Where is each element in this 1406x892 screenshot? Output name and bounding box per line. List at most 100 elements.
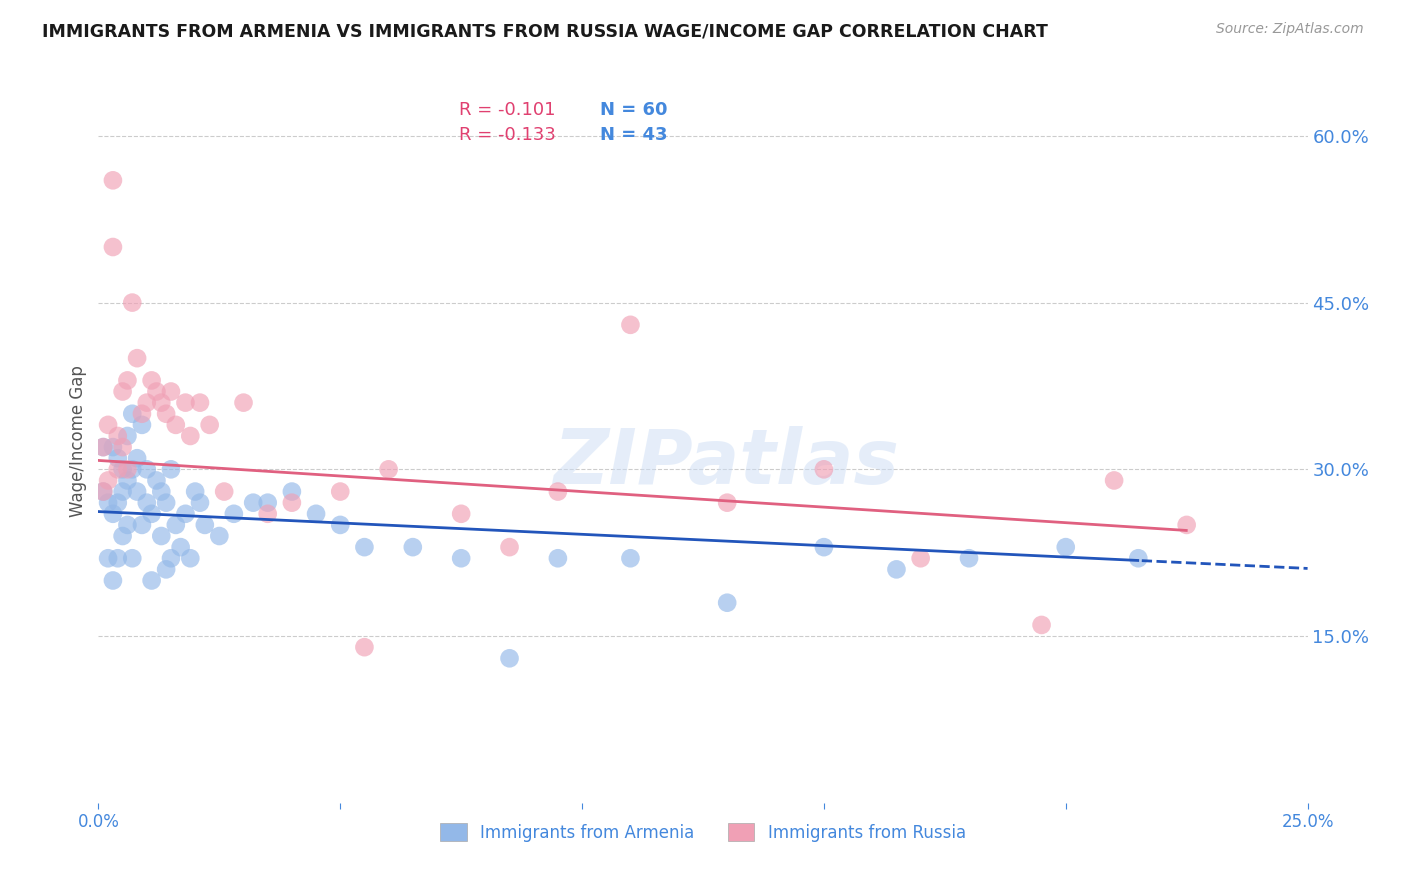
Legend: Immigrants from Armenia, Immigrants from Russia: Immigrants from Armenia, Immigrants from… xyxy=(433,817,973,848)
Point xyxy=(232,395,254,409)
Point xyxy=(101,440,124,454)
Point xyxy=(117,462,139,476)
Point xyxy=(160,384,183,399)
Point xyxy=(107,496,129,510)
Point xyxy=(150,395,173,409)
Point xyxy=(150,529,173,543)
Point xyxy=(141,574,163,588)
Point xyxy=(131,407,153,421)
Text: N = 43: N = 43 xyxy=(600,126,668,144)
Point xyxy=(329,517,352,532)
Point xyxy=(111,484,134,499)
Text: N = 60: N = 60 xyxy=(600,101,668,119)
Point xyxy=(121,295,143,310)
Point xyxy=(281,496,304,510)
Point xyxy=(1054,540,1077,554)
Point xyxy=(97,417,120,432)
Point xyxy=(111,440,134,454)
Point xyxy=(121,551,143,566)
Point xyxy=(155,407,177,421)
Point xyxy=(305,507,328,521)
Point xyxy=(135,496,157,510)
Text: Source: ZipAtlas.com: Source: ZipAtlas.com xyxy=(1216,22,1364,37)
Point xyxy=(107,429,129,443)
Point xyxy=(547,551,569,566)
Point xyxy=(212,484,235,499)
Point xyxy=(165,417,187,432)
Point xyxy=(547,484,569,499)
Point xyxy=(97,551,120,566)
Point xyxy=(813,462,835,476)
Point xyxy=(184,484,207,499)
Point xyxy=(256,507,278,521)
Point xyxy=(155,496,177,510)
Point xyxy=(127,484,149,499)
Point xyxy=(127,351,149,366)
Point xyxy=(121,462,143,476)
Point xyxy=(131,417,153,432)
Y-axis label: Wage/Income Gap: Wage/Income Gap xyxy=(69,366,87,517)
Point xyxy=(107,462,129,476)
Point xyxy=(174,507,197,521)
Point xyxy=(179,551,201,566)
Point xyxy=(101,173,124,187)
Point xyxy=(957,551,980,566)
Point xyxy=(101,240,124,254)
Point xyxy=(1175,517,1198,532)
Point xyxy=(131,517,153,532)
Point xyxy=(256,496,278,510)
Point xyxy=(498,651,520,665)
Point xyxy=(91,484,114,499)
Point xyxy=(111,529,134,543)
Point xyxy=(353,640,375,655)
Point xyxy=(111,462,134,476)
Point xyxy=(127,451,149,466)
Point xyxy=(97,496,120,510)
Point xyxy=(450,507,472,521)
Point xyxy=(91,484,114,499)
Point xyxy=(117,373,139,387)
Point xyxy=(174,395,197,409)
Point xyxy=(198,417,221,432)
Point xyxy=(242,496,264,510)
Point xyxy=(222,507,245,521)
Point xyxy=(101,574,124,588)
Point xyxy=(402,540,425,554)
Point xyxy=(329,484,352,499)
Point xyxy=(165,517,187,532)
Text: IMMIGRANTS FROM ARMENIA VS IMMIGRANTS FROM RUSSIA WAGE/INCOME GAP CORRELATION CH: IMMIGRANTS FROM ARMENIA VS IMMIGRANTS FR… xyxy=(42,22,1047,40)
Point xyxy=(155,562,177,576)
Point xyxy=(97,474,120,488)
Point xyxy=(135,395,157,409)
Text: R = -0.133: R = -0.133 xyxy=(458,126,555,144)
Point xyxy=(910,551,932,566)
Point xyxy=(111,384,134,399)
Point xyxy=(135,462,157,476)
Point xyxy=(208,529,231,543)
Point xyxy=(716,496,738,510)
Point xyxy=(145,384,167,399)
Point xyxy=(107,551,129,566)
Point xyxy=(886,562,908,576)
Point xyxy=(619,318,641,332)
Point xyxy=(101,507,124,521)
Point xyxy=(121,407,143,421)
Text: ZIPatlas: ZIPatlas xyxy=(554,426,900,500)
Point xyxy=(141,373,163,387)
Point xyxy=(450,551,472,566)
Point xyxy=(353,540,375,554)
Point xyxy=(188,395,211,409)
Point xyxy=(281,484,304,499)
Text: R = -0.101: R = -0.101 xyxy=(458,101,555,119)
Point xyxy=(498,540,520,554)
Point xyxy=(188,496,211,510)
Point xyxy=(145,474,167,488)
Point xyxy=(1031,618,1053,632)
Point xyxy=(169,540,191,554)
Point xyxy=(117,429,139,443)
Point xyxy=(160,551,183,566)
Point xyxy=(179,429,201,443)
Point xyxy=(194,517,217,532)
Point xyxy=(619,551,641,566)
Point xyxy=(117,517,139,532)
